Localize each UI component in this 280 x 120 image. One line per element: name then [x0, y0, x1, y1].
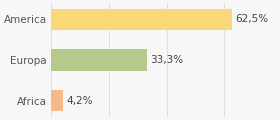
Bar: [51, 90, 63, 111]
Text: 4,2%: 4,2%: [66, 96, 93, 106]
Text: 62,5%: 62,5%: [235, 14, 268, 24]
Bar: [51, 9, 232, 30]
Bar: [51, 49, 147, 71]
Text: 33,3%: 33,3%: [151, 55, 184, 65]
